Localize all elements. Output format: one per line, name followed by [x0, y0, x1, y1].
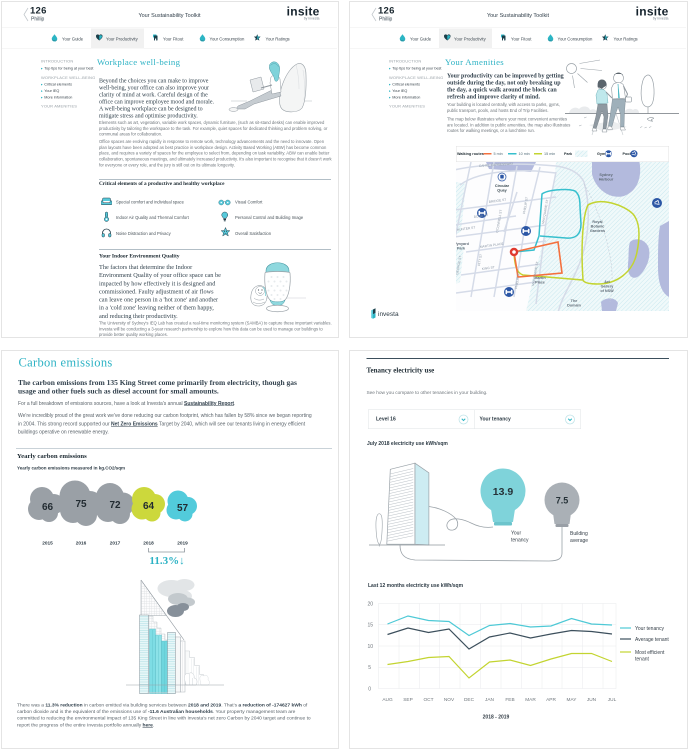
svg-text:75: 75 [75, 499, 87, 510]
svg-text:2015: 2015 [42, 541, 53, 547]
svg-text:of NSW: of NSW [600, 289, 614, 293]
svg-text:tenant: tenant [635, 657, 650, 663]
svg-text:JAN: JAN [485, 697, 495, 703]
svg-text:2016: 2016 [76, 541, 87, 547]
svg-text:64: 64 [143, 501, 155, 512]
svg-text:MACQUARIE ST: MACQUARIE ST [531, 261, 539, 286]
svg-text:Harbour: Harbour [599, 178, 614, 182]
svg-text:2018 - 2019: 2018 - 2019 [483, 715, 510, 721]
svg-text:investa: investa [378, 311, 399, 318]
svg-text:Building: Building [570, 531, 588, 537]
svg-text:Walking routes: Walking routes [457, 152, 484, 156]
svg-text:AUG: AUG [382, 697, 393, 703]
svg-text:72: 72 [109, 500, 121, 511]
svg-text:CAHILL EXPRESSWAY: CAHILL EXPRESSWAY [479, 162, 515, 168]
svg-text:20: 20 [367, 602, 373, 608]
svg-text:Domain: Domain [567, 304, 581, 308]
svg-text:Park: Park [457, 247, 466, 251]
svg-text:DEC: DEC [464, 697, 475, 703]
svg-text:JUN: JUN [587, 697, 597, 703]
svg-text:Your tenancy: Your tenancy [635, 626, 665, 632]
svg-text:O'CONNELL ST: O'CONNELL ST [495, 209, 503, 233]
svg-text:MACQUARIE ST: MACQUARIE ST [541, 199, 549, 224]
svg-text:66: 66 [42, 502, 54, 513]
svg-text:Martin: Martin [534, 276, 546, 280]
svg-text:The: The [571, 299, 578, 303]
svg-text:5: 5 [368, 665, 371, 671]
svg-text:10: 10 [367, 644, 373, 650]
svg-text:Wynyard: Wynyard [456, 242, 470, 246]
svg-text:Park: Park [564, 152, 573, 156]
svg-text:13.9: 13.9 [493, 486, 514, 498]
svg-text:PITT ST: PITT ST [477, 254, 483, 267]
svg-text:tenancy: tenancy [511, 538, 529, 544]
svg-text:PHILLIP ST: PHILLIP ST [522, 197, 529, 215]
svg-text:Average tenant: Average tenant [635, 637, 669, 643]
svg-text:SEP: SEP [403, 697, 413, 703]
svg-text:PHILLIP ST: PHILLIP ST [514, 272, 521, 290]
svg-text:2019: 2019 [177, 541, 188, 547]
svg-text:BOND ST: BOND ST [474, 213, 489, 219]
svg-text:Pool: Pool [623, 152, 631, 156]
svg-text:57: 57 [177, 503, 189, 514]
svg-text:0: 0 [368, 687, 371, 693]
svg-text:Gardens: Gardens [590, 229, 605, 233]
svg-text:NOV: NOV [444, 697, 455, 703]
svg-text:APR: APR [546, 697, 556, 703]
svg-text:Gallery: Gallery [601, 285, 615, 289]
svg-text:Most efficient: Most efficient [635, 650, 665, 656]
svg-text:average: average [570, 538, 588, 544]
svg-text:OCT: OCT [423, 697, 433, 703]
svg-text:Quay: Quay [497, 189, 507, 193]
svg-text:Sydney: Sydney [599, 173, 613, 177]
svg-text:Your: Your [511, 531, 521, 537]
svg-text:15 min: 15 min [544, 152, 555, 156]
svg-text:2017: 2017 [110, 541, 121, 547]
svg-text:MAY: MAY [567, 697, 578, 703]
svg-text:15: 15 [367, 623, 373, 629]
svg-text:KING ST: KING ST [482, 265, 495, 271]
svg-text:Botanic: Botanic [591, 225, 605, 229]
svg-text:Royal: Royal [592, 220, 602, 224]
svg-text:2018: 2018 [143, 541, 154, 547]
svg-text:GEORGE ST: GEORGE ST [456, 255, 462, 275]
svg-text:BRIDGE ST: BRIDGE ST [489, 198, 507, 204]
svg-text:MAR: MAR [525, 697, 536, 703]
svg-text:Circular: Circular [495, 184, 510, 188]
svg-text:Art: Art [604, 280, 610, 284]
svg-text:JUL: JUL [608, 697, 617, 703]
svg-text:7.5: 7.5 [556, 496, 569, 506]
svg-text:FEB: FEB [505, 697, 514, 703]
svg-text:MARTIN PLACE: MARTIN PLACE [480, 242, 505, 249]
svg-text:5 min: 5 min [494, 152, 503, 156]
svg-text:10 min: 10 min [519, 152, 530, 156]
svg-text:Place: Place [535, 281, 545, 285]
svg-text:HUNTER ST: HUNTER ST [457, 225, 476, 232]
svg-text:Gym: Gym [597, 152, 606, 156]
